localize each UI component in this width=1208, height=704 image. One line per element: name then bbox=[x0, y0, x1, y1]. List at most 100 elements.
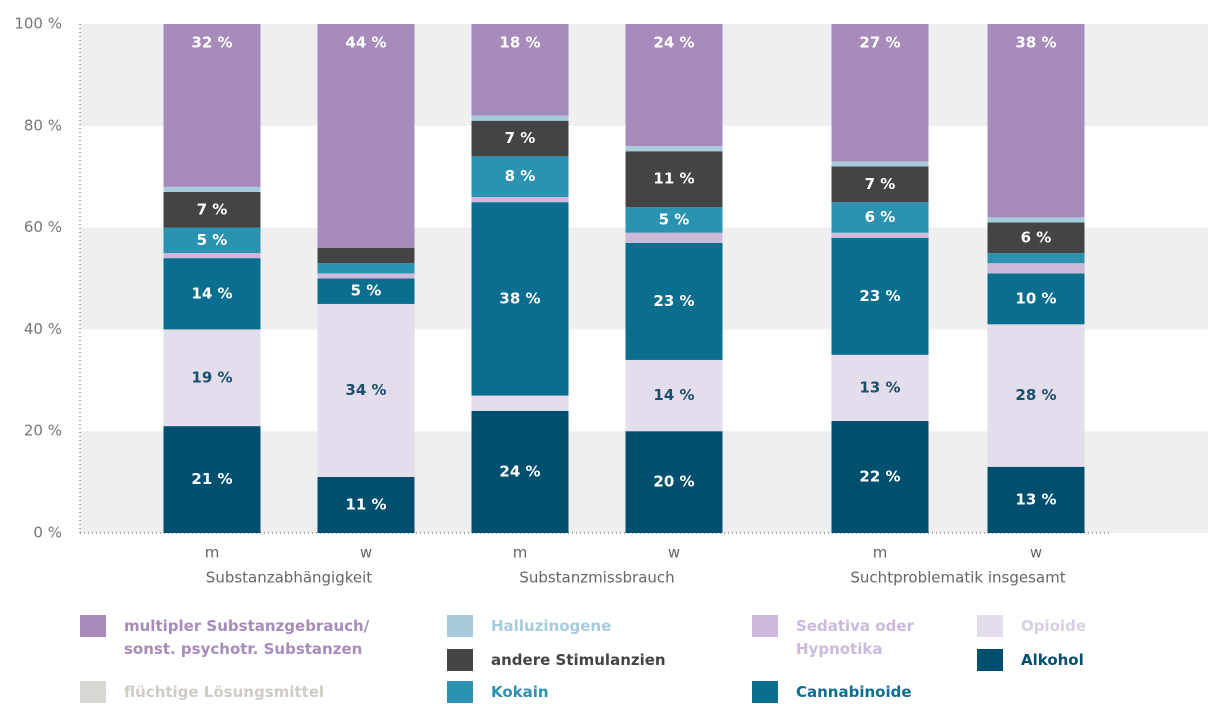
legend-label: Alkohol bbox=[1021, 651, 1084, 669]
data-label: 24 % bbox=[499, 462, 540, 480]
bar-segment bbox=[625, 24, 723, 147]
x-tick-label: w bbox=[360, 544, 372, 562]
bar-segment bbox=[831, 232, 929, 238]
data-label: 7 % bbox=[865, 175, 896, 193]
bar-segment bbox=[987, 253, 1085, 264]
y-tick-label: 60 % bbox=[24, 218, 62, 236]
bar-segment bbox=[987, 273, 1085, 325]
legend-swatch bbox=[447, 649, 473, 671]
bar-segment bbox=[625, 151, 723, 208]
bar-segment bbox=[163, 426, 261, 533]
data-label: 18 % bbox=[499, 34, 540, 52]
legend-item: multipler Substanzgebrauch/ sonst. psych… bbox=[80, 615, 369, 661]
bar-segment bbox=[625, 207, 723, 233]
data-label: 5 % bbox=[197, 231, 228, 249]
data-label: 38 % bbox=[499, 289, 540, 307]
legend-item: flüchtige Lösungsmittel bbox=[80, 681, 324, 704]
legend-label: Cannabinoide bbox=[796, 683, 912, 701]
data-label: 28 % bbox=[1015, 386, 1056, 404]
data-label: 21 % bbox=[191, 470, 232, 488]
data-label: 14 % bbox=[191, 284, 232, 302]
y-tick-label: 100 % bbox=[14, 15, 62, 33]
bar-segment bbox=[831, 354, 929, 422]
legend-swatch bbox=[977, 615, 1003, 637]
data-label: 11 % bbox=[345, 496, 386, 514]
data-label: 14 % bbox=[653, 386, 694, 404]
legend-item: andere Stimulanzien bbox=[447, 649, 666, 672]
bar-segment bbox=[317, 247, 415, 264]
bar-segment bbox=[831, 166, 929, 203]
legend-item: Alkohol bbox=[977, 649, 1084, 672]
bar-segment bbox=[471, 115, 569, 121]
bar-segment bbox=[471, 395, 569, 411]
data-label: 27 % bbox=[859, 34, 900, 52]
chart: 0 % 20 % 40 % 60 % 80 % 100 % m 21 % 19 % 14 % 5 %… bbox=[14, 15, 1208, 587]
legend-swatch bbox=[447, 681, 473, 703]
y-tick-label: 20 % bbox=[24, 422, 62, 440]
bar-segment bbox=[317, 263, 415, 274]
group-label: Suchtproblematik insgesamt bbox=[850, 569, 1065, 587]
x-tick-label: m bbox=[873, 544, 888, 562]
bar-segment bbox=[831, 161, 929, 167]
legend-item: Sedativa oder Hypnotika bbox=[752, 615, 914, 661]
bar-segment bbox=[987, 324, 1085, 467]
legend-swatch bbox=[80, 681, 106, 703]
bar-segment bbox=[163, 186, 261, 192]
bar-segment bbox=[625, 359, 723, 432]
legend-label: flüchtige Lösungsmittel bbox=[124, 683, 325, 701]
legend-swatch bbox=[977, 649, 1003, 671]
legend-swatch bbox=[447, 615, 473, 637]
bar-segment bbox=[625, 146, 723, 152]
data-label: 44 % bbox=[345, 34, 386, 52]
data-label: 20 % bbox=[653, 473, 694, 491]
bar-segment bbox=[987, 466, 1085, 533]
data-label: 6 % bbox=[1021, 228, 1052, 246]
data-label: 34 % bbox=[345, 381, 386, 399]
legend-label: andere Stimulanzien bbox=[491, 651, 666, 669]
bar-segment bbox=[163, 227, 261, 254]
x-tick-label: m bbox=[513, 544, 528, 562]
legend-item: Halluzinogene bbox=[447, 615, 611, 638]
x-tick-label: m bbox=[205, 544, 220, 562]
data-label: 6 % bbox=[865, 208, 896, 226]
legend-label: Opioide bbox=[1021, 617, 1086, 635]
bar-segment bbox=[831, 421, 929, 533]
legend-label: Halluzinogene bbox=[491, 617, 612, 635]
legend-item: Kokain bbox=[447, 681, 549, 704]
bar-segment bbox=[317, 273, 415, 279]
y-tick-label: 40 % bbox=[24, 320, 62, 338]
data-label: 13 % bbox=[859, 378, 900, 396]
y-tick-label: 0 % bbox=[33, 524, 62, 542]
data-label: 19 % bbox=[191, 368, 232, 386]
data-label: 23 % bbox=[653, 292, 694, 310]
legend-swatch bbox=[752, 681, 778, 703]
bar-segment bbox=[471, 156, 569, 198]
y-tick-label: 80 % bbox=[24, 116, 62, 134]
bar-segment bbox=[987, 24, 1085, 218]
data-label: 22 % bbox=[859, 468, 900, 486]
data-label: 11 % bbox=[653, 170, 694, 188]
bar-segment bbox=[163, 253, 261, 259]
data-label: 32 % bbox=[191, 34, 232, 52]
data-label: 7 % bbox=[197, 200, 228, 218]
legend-label: Kokain bbox=[491, 683, 549, 701]
legend-swatch bbox=[752, 615, 778, 637]
bar-segment bbox=[625, 431, 723, 533]
bar-segment bbox=[471, 24, 569, 116]
legend-item: Opioide bbox=[977, 615, 1086, 638]
legend-label: Sedativa oder Hypnotika bbox=[796, 617, 914, 658]
bar-segment bbox=[831, 24, 929, 162]
bar-segment bbox=[625, 232, 723, 243]
data-label: 10 % bbox=[1015, 289, 1056, 307]
bar-segment bbox=[831, 202, 929, 233]
bar-segment bbox=[163, 329, 261, 427]
bar-segment bbox=[317, 24, 415, 248]
x-tick-label: w bbox=[1030, 544, 1042, 562]
x-tick-label: w bbox=[668, 544, 680, 562]
group-label: Substanzmissbrauch bbox=[519, 569, 674, 587]
bar-segment bbox=[625, 242, 723, 360]
bar-segment bbox=[471, 202, 569, 396]
bar-segment bbox=[471, 410, 569, 533]
data-label: 8 % bbox=[505, 167, 536, 185]
